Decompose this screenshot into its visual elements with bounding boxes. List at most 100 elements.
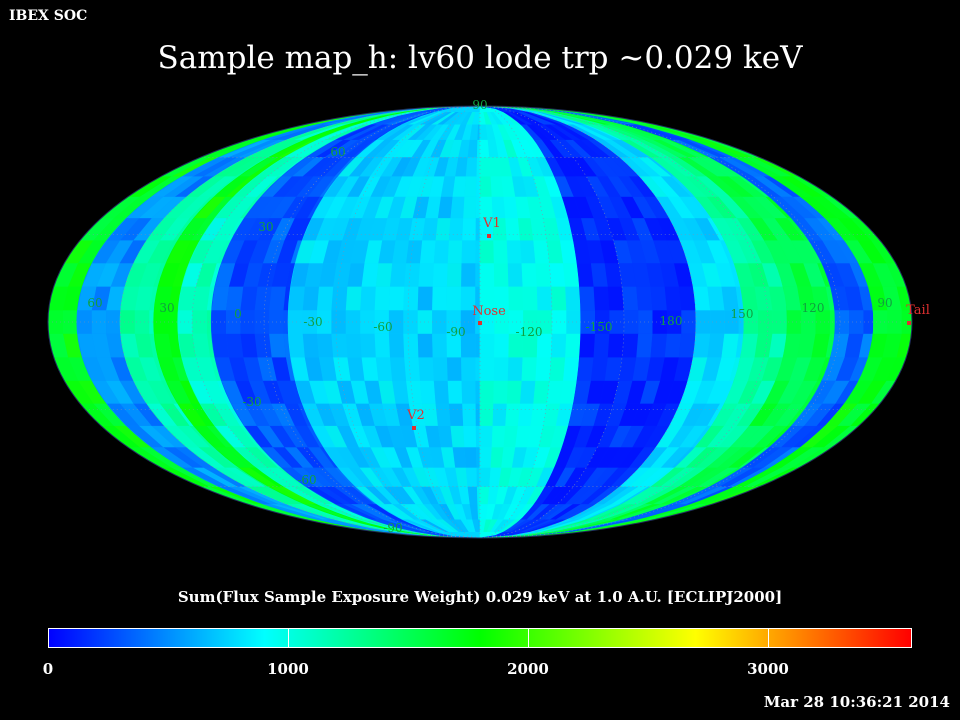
map-pixel [202, 380, 227, 404]
map-pixel [370, 447, 392, 468]
map-pixel [249, 157, 285, 177]
map-pixel [393, 139, 416, 158]
map-pixel [213, 218, 241, 241]
map-pixel [460, 286, 476, 311]
map-pixel [825, 286, 835, 311]
reference-point-marker [487, 234, 491, 238]
map-pixel [597, 176, 621, 197]
map-pixel [498, 157, 512, 177]
map-pixel [590, 263, 608, 287]
map-pixel [693, 240, 716, 264]
map-pixel [476, 139, 480, 158]
map-pixel [263, 124, 323, 140]
map-pixel [475, 218, 480, 241]
map-pixel [462, 403, 476, 426]
map-pixel [219, 139, 271, 158]
map-pixel [440, 176, 456, 197]
map-pixel [388, 112, 431, 125]
map-pixel [227, 425, 258, 448]
map-pixel [444, 157, 459, 177]
map-pixel [629, 124, 687, 140]
map-pixel [370, 467, 393, 487]
map-pixel [284, 176, 314, 197]
colorbar-tick [288, 628, 289, 648]
map-pixel [296, 176, 324, 197]
map-pixel [503, 196, 518, 219]
map-pixel [413, 519, 446, 532]
map-pixel [302, 310, 317, 334]
map-pixel [632, 425, 657, 448]
map-pixel [520, 124, 542, 140]
map-pixel [382, 176, 402, 197]
map-pixel [418, 357, 434, 381]
map-pixel [660, 467, 697, 487]
map-pixel [272, 176, 303, 197]
map-pixel [270, 504, 329, 520]
map-pixel [622, 139, 661, 158]
map-pixel [637, 139, 679, 158]
map-pixel [494, 286, 509, 311]
map-pixel [178, 286, 196, 311]
map-pixel [214, 425, 246, 448]
map-pixel [480, 425, 493, 448]
map-pixel [824, 196, 859, 219]
map-pixel [858, 263, 883, 287]
map-pixel [466, 112, 476, 125]
map-pixel [431, 519, 456, 532]
map-pixel [302, 286, 319, 311]
map-pixel [660, 357, 679, 381]
map-pixel [730, 425, 762, 448]
map-pixel [515, 504, 535, 520]
colorbar [48, 628, 912, 648]
map-pixel [336, 196, 359, 219]
map-pixel [635, 504, 692, 520]
map-pixel [450, 425, 465, 448]
map-pixel [461, 240, 476, 264]
map-pixel [405, 176, 424, 197]
map-pixel [825, 333, 835, 358]
map-pixel [678, 467, 718, 487]
map-pixel [791, 380, 818, 404]
map-pixel [719, 157, 764, 177]
map-pixel [360, 310, 375, 334]
map-pixel [546, 380, 564, 404]
map-pixel [544, 112, 599, 125]
map-pixel [792, 425, 826, 448]
map-pixel [533, 240, 550, 264]
map-pixel [503, 139, 518, 158]
map-pixel [433, 240, 449, 264]
map-pixel [304, 357, 323, 381]
map-pixel [105, 380, 134, 404]
map-pixel [586, 447, 609, 468]
map-pixel [734, 467, 782, 487]
map-pixel [106, 310, 121, 334]
map-pixel [171, 157, 220, 177]
map-pixel [139, 196, 175, 219]
map-pixel [800, 196, 838, 219]
map-pixel [154, 310, 169, 334]
map-pixel [429, 447, 445, 468]
map-pixel [380, 467, 403, 487]
map-pixel [511, 486, 527, 505]
map-pixel [478, 112, 480, 125]
map-pixel [872, 357, 897, 381]
map-pixel [362, 196, 383, 219]
map-pixel [415, 504, 438, 520]
map-pixel [585, 425, 607, 448]
longitude-label: 0 [234, 307, 242, 321]
map-pixel [347, 447, 371, 468]
map-pixel [768, 333, 787, 358]
map-pixel [461, 124, 473, 140]
map-pixel [407, 504, 432, 520]
map-pixel [510, 112, 539, 125]
map-pixel [742, 196, 775, 219]
map-pixel [691, 139, 744, 158]
map-pixel [415, 124, 438, 140]
map-pixel [491, 425, 506, 448]
map-pixel [417, 447, 434, 468]
map-pixel [257, 447, 282, 468]
map-pixel [668, 486, 710, 505]
map-pixel [629, 157, 661, 177]
map-pixel [623, 504, 679, 520]
map-pixel [384, 504, 414, 520]
